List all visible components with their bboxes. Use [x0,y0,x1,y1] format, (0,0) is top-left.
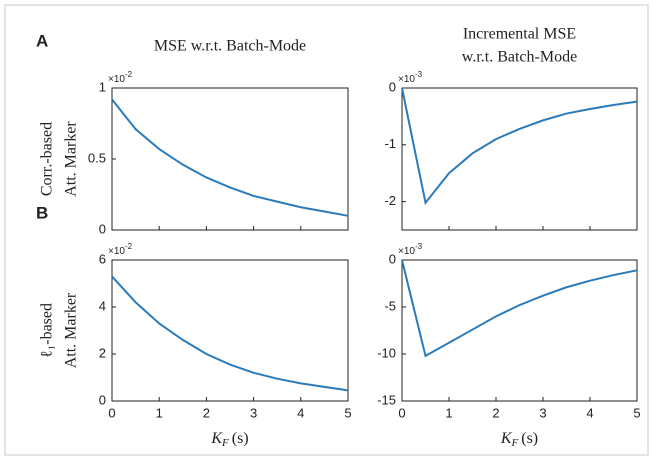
exponent-base: ×10 [398,74,415,85]
data-line [111,275,349,392]
x-tick-label: 5 [633,405,640,420]
x-tick-label: 2 [492,405,499,420]
x-label-part: F [511,437,519,449]
y-tick-label: -2 [384,193,396,208]
y-axis-label: ℓ₁-based [39,303,56,358]
y-tick-label: -10 [377,345,396,360]
exponent-power: -2 [125,70,133,79]
exponent-base: ×10 [108,74,125,85]
y-tick-label: 1 [99,79,106,94]
x-label-part: (s) [232,430,249,447]
data-line [401,87,638,206]
data-line [401,259,638,358]
x-axis-label: KF (s) [210,430,248,449]
y-exponent: ×10-3 [398,242,423,257]
x-tick-label: 4 [297,405,304,420]
x-tick-label: 0 [108,405,115,420]
exponent-power: -3 [415,242,423,251]
subplot-title: w.r.t. Batch-Mode [462,49,577,66]
subplot-title: Incremental MSE [463,26,576,43]
y-exponent: ×10-2 [108,242,133,257]
y-tick-label: -1 [384,136,396,151]
data-line [111,98,349,217]
x-tick-label: 3 [539,405,546,420]
plot-area [401,259,638,402]
exponent-base: ×10 [108,246,125,257]
x-tick-label: 1 [445,405,452,420]
plot-area [111,259,349,402]
plot-area [401,87,638,231]
y-tick-label: 0 [389,79,396,94]
panel-letter: B [36,203,48,222]
x-label-part: K [210,430,223,447]
y-exponent: ×10-3 [398,70,423,85]
panel-letter: A [36,31,48,50]
y-tick-label: 2 [99,345,106,360]
x-label-part: K [500,430,513,447]
subplot-title: MSE w.r.t. Batch-Mode [154,38,306,55]
exponent-power: -2 [125,242,133,251]
y-tick-label: 0 [389,251,396,266]
y-tick-label: 4 [99,298,106,313]
y-tick-label: -5 [384,298,396,313]
x-tick-label: 2 [203,405,210,420]
exponent-base: ×10 [398,246,415,257]
y-tick-label: -15 [377,392,396,407]
y-tick-label: 6 [99,251,106,266]
y-tick-label: 0.5 [88,150,106,165]
y-exponent: ×10-2 [108,70,133,85]
exponent-power: -3 [415,70,423,79]
y-axis-label: Att. Marker [63,292,80,368]
x-label-part: F [221,437,229,449]
x-label-part: (s) [521,430,538,447]
x-tick-label: 0 [398,405,405,420]
plot-area [111,87,349,231]
y-axis-label: Corr.-based [39,122,56,196]
figure-border [4,4,649,456]
x-tick-label: 4 [586,405,593,420]
x-axis-label: KF (s) [500,430,538,449]
x-tick-label: 5 [344,405,351,420]
x-tick-label: 3 [250,405,257,420]
y-tick-label: 0 [99,392,106,407]
x-tick-label: 1 [156,405,163,420]
y-tick-label: 0 [99,221,106,236]
y-axis-label: Att. Marker [63,121,80,197]
